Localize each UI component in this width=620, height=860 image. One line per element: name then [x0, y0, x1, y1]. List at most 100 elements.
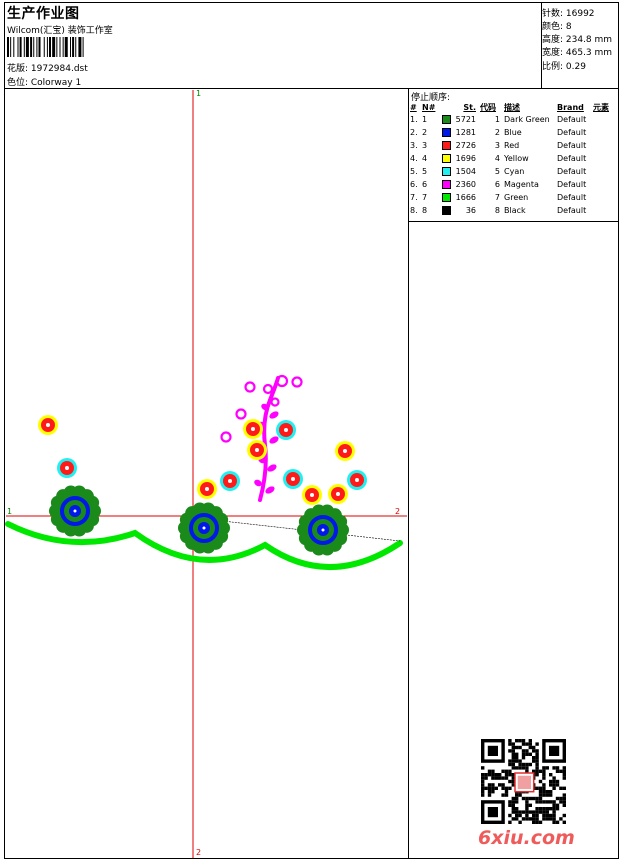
row-index: 1. [410, 115, 418, 124]
row-brand: Default [557, 180, 587, 189]
col-element: 元素 [593, 102, 609, 112]
design-height: 高度: 234.8 mm [542, 35, 613, 45]
table-row: 7. 7 1666 7 Green Default [410, 191, 617, 204]
row-brand: Default [557, 206, 587, 215]
small-flowers [38, 415, 367, 505]
row-number: 5 [422, 167, 428, 176]
row-description: Cyan [504, 167, 525, 176]
large-flowers [49, 485, 349, 556]
color-swatch [442, 204, 454, 217]
stop-sequence-table: # N# St. 代码 描述 Brand 元素 1. 1 5721 1 Dark Gre… [410, 101, 617, 217]
row-brand: Default [557, 167, 587, 176]
row-code: 6 [494, 180, 500, 189]
row-index: 8. [410, 206, 418, 215]
row-description: Red [504, 141, 520, 150]
table-row: 6. 6 2360 6 Magenta Default [410, 178, 617, 191]
small-flower [243, 419, 263, 439]
col-index: # [410, 102, 417, 112]
page-title: 生产作业图 [7, 6, 80, 22]
small-flower [328, 484, 348, 504]
axis-label-bottom: 2 [196, 848, 201, 857]
axis-label-left: 1 [7, 507, 12, 516]
row-code: 8 [494, 206, 500, 215]
colorway: 色位: Colorway 1 [7, 78, 82, 88]
small-flower [276, 420, 296, 440]
row-number: 7 [422, 193, 428, 202]
row-code: 7 [494, 193, 500, 202]
col-stitches: St. [463, 102, 476, 112]
row-description: Yellow [504, 154, 529, 163]
row-stitches: 1281 [455, 128, 476, 137]
row-number: 3 [422, 141, 428, 150]
row-number: 8 [422, 206, 428, 215]
stop-sequence-box [408, 88, 619, 222]
row-stitches: 1696 [455, 154, 476, 163]
row-index: 4. [410, 154, 418, 163]
small-flower [57, 458, 77, 478]
table-header-row: # N# St. 代码 描述 Brand 元素 [410, 101, 617, 113]
small-flower [197, 479, 217, 499]
color-swatch [442, 139, 454, 152]
row-number: 4 [422, 154, 428, 163]
large-flower [49, 485, 101, 537]
color-swatch [442, 152, 454, 165]
small-flower [38, 415, 58, 435]
row-code: 5 [494, 167, 500, 176]
color-count: 颜色: 8 [542, 22, 572, 32]
small-flower [302, 485, 322, 505]
row-stitches: 1666 [455, 193, 476, 202]
row-description: Black [504, 206, 526, 215]
row-index: 3. [410, 141, 418, 150]
small-flower [247, 440, 267, 460]
small-flower [335, 441, 355, 461]
qr-code [481, 739, 566, 824]
color-swatch [442, 191, 454, 204]
row-index: 5. [410, 167, 418, 176]
table-row: 2. 2 1281 2 Blue Default [410, 126, 617, 139]
design-file: 花版: 1972984.dst [7, 64, 88, 74]
row-number: 2 [422, 128, 428, 137]
row-brand: Default [557, 115, 587, 124]
row-index: 2. [410, 128, 418, 137]
col-code: 代码 [480, 102, 496, 112]
table-row: 4. 4 1696 4 Yellow Default [410, 152, 617, 165]
small-flower [283, 469, 303, 489]
row-code: 4 [494, 154, 500, 163]
large-flower [178, 502, 230, 554]
row-index: 7. [410, 193, 418, 202]
design-width: 宽度: 465.3 mm [542, 48, 613, 58]
row-number: 6 [422, 180, 428, 189]
axis-label-top: 1 [196, 89, 201, 98]
watermark: 6xiu.com [478, 827, 575, 849]
row-description: Blue [504, 128, 522, 137]
row-brand: Default [557, 128, 587, 137]
row-index: 6. [410, 180, 418, 189]
table-row: 5. 5 1504 5 Cyan Default [410, 165, 617, 178]
row-description: Magenta [504, 180, 539, 189]
small-flower [220, 471, 240, 491]
stop-sequence-title: 停止顺序: [411, 93, 451, 103]
col-description: 描述 [504, 102, 520, 112]
row-description: Green [504, 193, 529, 202]
row-code: 1 [494, 115, 500, 124]
row-stitches: 1504 [455, 167, 476, 176]
col-brand: Brand [557, 102, 584, 112]
row-stitches: 5721 [455, 115, 476, 124]
row-stitches: 36 [465, 206, 476, 215]
small-flower [347, 470, 367, 490]
scalloped-border [5, 521, 403, 570]
row-brand: Default [557, 193, 587, 202]
row-stitches: 2360 [455, 180, 476, 189]
design-scale: 比例: 0.29 [542, 62, 586, 72]
row-description: Dark Green [504, 115, 550, 124]
axis-label-right: 2 [395, 507, 400, 516]
col-number: N# [422, 102, 436, 112]
barcode [7, 37, 84, 57]
row-number: 1 [422, 115, 428, 124]
magenta-stem [258, 376, 280, 502]
table-row: 1. 1 5721 1 Dark Green Default [410, 113, 617, 126]
jump-stitch [204, 518, 401, 542]
color-swatch [442, 113, 454, 126]
magenta-rings [220, 374, 303, 443]
